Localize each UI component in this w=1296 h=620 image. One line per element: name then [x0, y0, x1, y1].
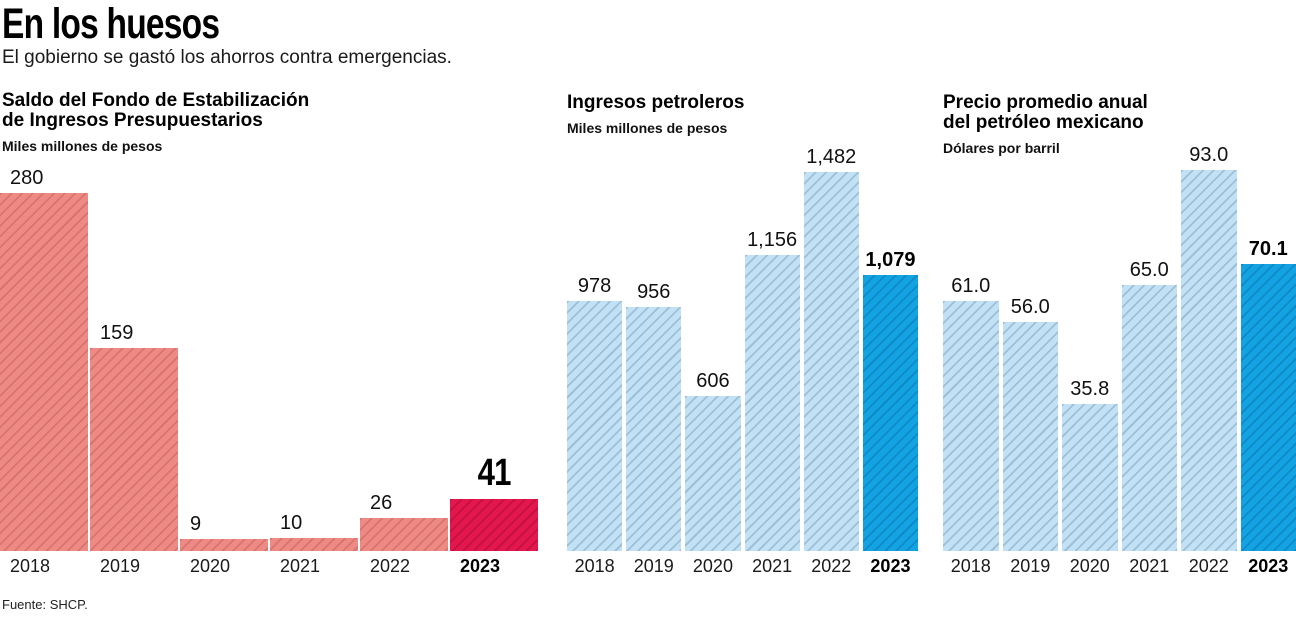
- bar-value-label: 280: [10, 167, 44, 189]
- bar-2020: [1062, 404, 1118, 551]
- chart3-unit-label: Dólares por barril: [943, 140, 1060, 156]
- chart1-title-line1: Saldo del Fondo de Estabilización: [2, 90, 310, 111]
- bar-value-label: 56.0: [1010, 296, 1050, 318]
- bar-2022: [1181, 170, 1237, 551]
- page-title: En los huesos: [2, 0, 220, 48]
- bar-value-label: 159: [100, 322, 134, 344]
- chart3-plot-area: 61.0 56.0 35.8 65.0 93.0 70.1: [943, 145, 1296, 551]
- bar-2021: [1121, 285, 1177, 551]
- bar-highlight-2023: [862, 275, 919, 551]
- bar-slot: 56.0: [1002, 160, 1058, 551]
- bar-value-label: 606: [696, 370, 730, 392]
- bar-value-label: 41: [450, 452, 538, 494]
- year-label-2022: 2022: [370, 556, 411, 576]
- year-label-2018: 2018: [950, 556, 991, 576]
- bar-2020: [180, 539, 268, 551]
- bar-value-label: 956: [637, 281, 671, 303]
- bar-slot: 26: [360, 160, 448, 551]
- year-label-2021: 2021: [752, 556, 793, 576]
- bar-2019: [90, 348, 178, 551]
- bar-2018: [0, 193, 88, 551]
- chart1-unit-label: Miles millones de pesos: [2, 138, 163, 154]
- bar-slot: 65.0: [1121, 160, 1177, 551]
- chart3-title-line2: del petróleo mexicano: [943, 112, 1144, 133]
- year-label-2020: 2020: [692, 556, 733, 576]
- bar-slot: 1,156: [744, 160, 800, 551]
- year-label-2023: 2023: [870, 556, 911, 576]
- bar-slot: 1,482: [803, 147, 859, 551]
- chart2-unit-label: Miles millones de pesos: [567, 120, 728, 136]
- bar-2022: [803, 172, 859, 551]
- year-label-2018: 2018: [10, 556, 51, 576]
- bar-slot: 280: [0, 160, 88, 551]
- bar-slot: 1,079: [862, 160, 919, 551]
- bar-value-label: 65.0: [1129, 259, 1169, 281]
- bar-2018: [567, 301, 623, 551]
- bar-slot: 159: [90, 160, 178, 551]
- bar-slot: 93.0: [1181, 145, 1237, 551]
- bar-value-label: 35.8: [1070, 378, 1110, 400]
- bar-value-label: 978: [577, 275, 612, 297]
- chart1-title: Saldo del Fondo de Estabilización de Ing…: [2, 91, 309, 156]
- year-label-2021: 2021: [280, 556, 321, 576]
- bar-value-label: 26: [370, 492, 393, 514]
- bar-slot: 35.8: [1062, 160, 1118, 551]
- bar-2020: [685, 396, 741, 551]
- bar-value-label: 1,079: [865, 249, 916, 271]
- year-label-2019: 2019: [1010, 556, 1051, 576]
- bar-slot: 70.1: [1240, 160, 1296, 551]
- bar-2019: [1002, 322, 1058, 551]
- chart3-title: Precio promedio anual del petróleo mexic…: [943, 93, 1148, 158]
- bar-value-label: 10: [280, 512, 303, 534]
- bar-highlight-2023: [450, 499, 538, 551]
- year-label-2020: 2020: [1069, 556, 1110, 576]
- bar-slot: 956: [626, 160, 682, 551]
- bar-value-label: 70.1: [1248, 238, 1288, 260]
- bar-value-label-text: 41: [477, 452, 511, 494]
- bar-2022: [360, 518, 448, 551]
- bar-value-label: 93.0: [1189, 144, 1229, 166]
- chart2-year-axis: 2018 2019 2020 2021 2022 2023: [567, 556, 918, 577]
- chart3-year-axis: 2018 2019 2020 2021 2022 2023: [943, 556, 1296, 577]
- bar-value-label: 1,482: [806, 146, 857, 168]
- bar-value-label: 9: [190, 513, 202, 535]
- chart1-plot-area: 280 159 9 10 26 41: [0, 160, 538, 551]
- year-label-2021: 2021: [1129, 556, 1170, 576]
- chart2-title-line1: Ingresos petroleros: [567, 92, 745, 113]
- bar-slot: 10: [270, 160, 358, 551]
- bar-2018: [943, 301, 999, 551]
- year-label-2019: 2019: [100, 556, 141, 576]
- bar-slot: 41: [450, 160, 538, 551]
- bar-highlight-2023: [1240, 264, 1296, 551]
- chart2-plot-area: 978 956 606 1,156 1,482 1,079: [567, 147, 919, 551]
- chart1-year-axis: 2018 2019 2020 2021 2022 2023: [0, 556, 538, 577]
- chart3-title-line1: Precio promedio anual: [943, 92, 1148, 113]
- bar-value-label: 61.0: [951, 275, 991, 297]
- year-label-2022: 2022: [1188, 556, 1229, 576]
- bar-slot: 606: [685, 160, 741, 551]
- bar-slot: 61.0: [943, 160, 999, 551]
- bar-slot: 9: [180, 160, 268, 551]
- bar-2019: [626, 307, 682, 551]
- year-label-2022: 2022: [811, 556, 852, 576]
- chart1-title-line2: de Ingresos Presupuestarios: [2, 110, 263, 131]
- chart2-title: Ingresos petroleros Miles millones de pe…: [567, 93, 744, 138]
- bar-value-label: 1,156: [747, 229, 798, 251]
- bar-2021: [744, 255, 800, 551]
- year-label-2020: 2020: [190, 556, 231, 576]
- year-label-2023: 2023: [460, 556, 501, 576]
- year-label-2019: 2019: [633, 556, 674, 576]
- bar-2021: [270, 538, 358, 551]
- source-note: Fuente: SHCP.: [2, 597, 88, 612]
- year-label-2018: 2018: [574, 556, 615, 576]
- year-label-2023: 2023: [1248, 556, 1289, 576]
- page-subtitle: El gobierno se gastó los ahorros contra …: [2, 47, 452, 68]
- bar-slot: 978: [567, 160, 623, 551]
